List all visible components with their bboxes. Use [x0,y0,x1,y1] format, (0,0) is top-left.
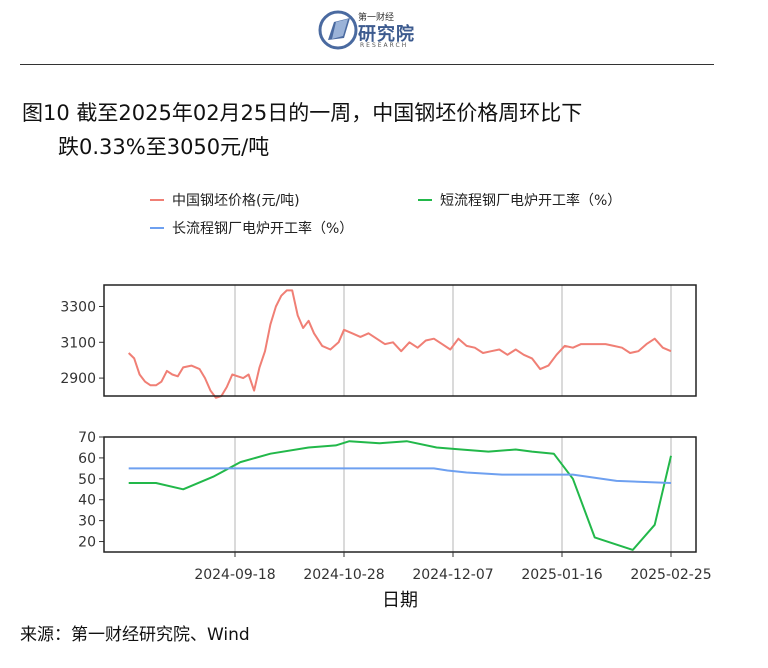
legend-label-1: 中国钢坯价格(元/吨) [172,193,300,209]
x-tick-label-1: 2024-09-18 [194,567,275,583]
figure-title: 图10 截至2025年02月25日的一周，中国钢坯价格周环比下 跌0.33%至3… [22,96,722,164]
legend-label-2: 短流程钢厂电炉开工率（%） [440,192,621,209]
series-line-rates-2 [128,467,672,484]
y-tick-label-rates-6: 70 [78,430,96,446]
x-tick-label-2: 2024-10-28 [303,567,384,583]
y-tick-label-price-1: 2900 [60,371,96,387]
y-tick-label-price-2: 3100 [60,335,96,351]
x-tick-label-5: 2025-02-25 [630,567,711,583]
y-tick-label-price-3: 3300 [60,299,96,315]
x-tick-label-3: 2024-12-07 [412,567,493,583]
y-tick-label-rates-4: 50 [78,472,96,488]
company-logo [318,10,358,50]
logo-small-text: 第一财经 [358,13,395,23]
y-tick-label-rates-5: 60 [78,451,96,467]
y-tick-label-rates-3: 40 [78,493,96,509]
source-note: 来源：第一财经研究院、Wind [20,625,250,645]
y-tick-label-rates-2: 30 [78,514,96,530]
y-tick-label-rates-1: 20 [78,535,96,551]
logo-sub-text: RESEARCH [360,42,409,49]
legend-label-3: 长流程钢厂电炉开工率（%） [172,220,353,237]
panel-frame-rates [103,436,697,553]
x-tick-label-4: 2025-01-16 [521,567,602,583]
logo-main-text: 研究院 [358,24,415,45]
series-line-rates-1 [128,440,672,551]
title-line-1: 图10 截至2025年02月25日的一周，中国钢坯价格周环比下 [22,101,583,125]
series-line-price-1 [127,289,672,399]
title-line-2: 跌0.33%至3050元/吨 [58,135,270,159]
panel-frame-price [103,284,697,397]
header-divider [20,64,714,65]
x-axis-label: 日期 [382,590,418,611]
